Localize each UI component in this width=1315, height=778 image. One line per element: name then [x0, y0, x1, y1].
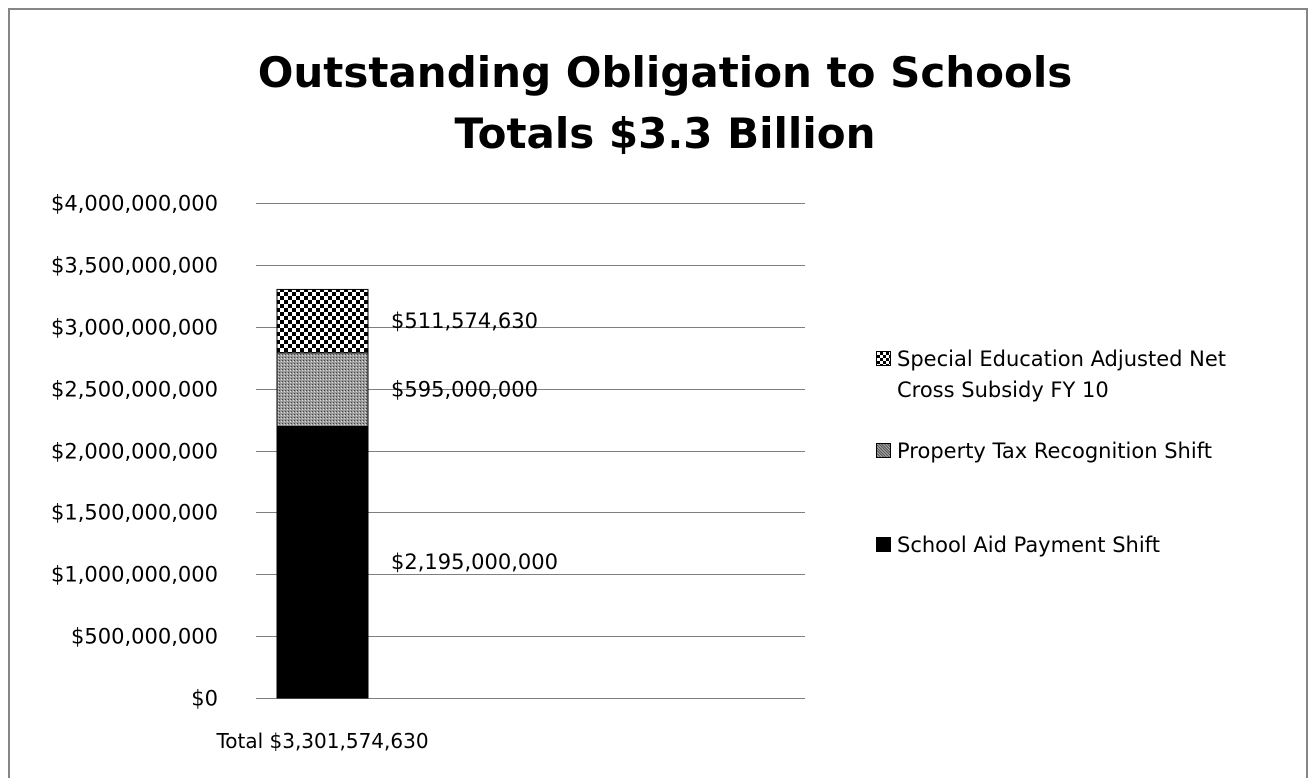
checkerboard-swatch-icon — [876, 351, 891, 366]
y-tick-label: $0 — [191, 687, 218, 711]
legend-label: School Aid Payment Shift — [897, 533, 1160, 557]
y-tick-label: $1,500,000,000 — [51, 501, 218, 525]
chart-title-line-1: Outstanding Obligation to Schools — [257, 48, 1073, 97]
data-label: $2,195,000,000 — [391, 550, 558, 574]
y-axis: $0 $500,000,000 $1,000,000,000 $1,500,000,0… — [51, 192, 218, 711]
category-label: Total $3,301,574,630 — [215, 729, 428, 753]
y-tick-label: $3,500,000,000 — [51, 254, 218, 278]
legend-item-property-tax: Property Tax Recognition Shift — [876, 436, 1212, 467]
y-tick-label: $2,000,000,000 — [51, 440, 218, 464]
legend-label-line: Cross Subsidy FY 10 — [897, 378, 1109, 402]
bar-segment — [276, 288, 369, 354]
bar-segment — [276, 425, 369, 699]
chart-title: Outstanding Obligation to Schools Totals… — [0, 42, 1315, 164]
chart-frame — [8, 8, 1308, 778]
chart-title-line-2: Totals $3.3 Billion — [454, 109, 876, 158]
legend-item-school-aid: School Aid Payment Shift — [876, 530, 1160, 561]
y-tick-label: $1,000,000,000 — [51, 563, 218, 587]
bar-stack — [276, 288, 369, 699]
y-tick-label: $500,000,000 — [71, 625, 218, 649]
y-tick-label: $2,500,000,000 — [51, 378, 218, 402]
legend-label-line: Special Education Adjusted Net — [897, 347, 1226, 371]
bar-segment — [276, 352, 369, 427]
legend-label: Property Tax Recognition Shift — [897, 439, 1212, 463]
data-label: $511,574,630 — [391, 309, 538, 333]
data-labels: $2,195,000,000 $595,000,000 $511,574,630 — [391, 309, 558, 574]
y-tick-label: $3,000,000,000 — [51, 316, 218, 340]
data-label: $595,000,000 — [391, 378, 538, 402]
y-tick-label: $4,000,000,000 — [51, 192, 218, 216]
legend-item-special-education: Special Education Adjusted Net Cross Sub… — [876, 344, 1226, 406]
dotted-swatch-icon — [876, 443, 891, 458]
solid-swatch-icon — [876, 537, 891, 552]
